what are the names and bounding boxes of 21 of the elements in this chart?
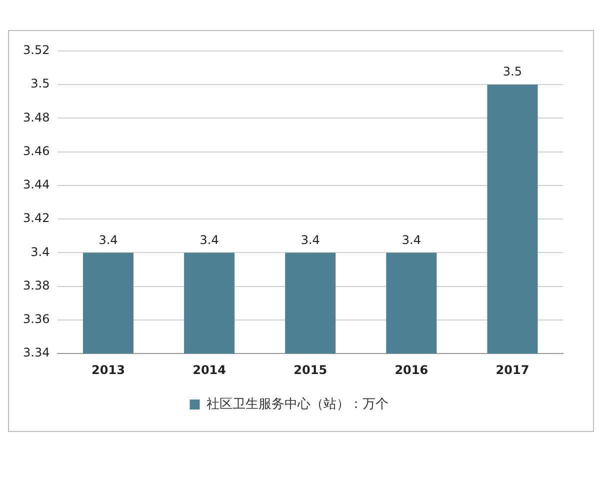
x-tick-label: 2013 [92, 362, 125, 377]
legend-label: 社区卫生服务中心（站）：万个 [206, 396, 388, 412]
data-label: 3.5 [502, 64, 522, 79]
y-tick-label: 3.46 [23, 144, 50, 158]
x-tick-label: 2014 [192, 362, 226, 377]
y-tick-label: 3.44 [23, 178, 50, 192]
y-tick-label: 3.38 [23, 278, 50, 292]
y-tick-label: 3.36 [23, 312, 50, 326]
y-tick-label: 3.48 [23, 110, 50, 124]
x-tick-label: 2015 [294, 362, 328, 377]
data-label: 3.4 [98, 232, 118, 247]
data-label: 3.4 [402, 232, 421, 247]
x-tick-label: 2016 [394, 362, 428, 377]
x-tick-label: 2017 [496, 362, 530, 377]
y-tick-label: 3.5 [30, 76, 50, 91]
y-tick-label: 3.52 [23, 43, 50, 58]
y-tick-label: 3.34 [23, 346, 50, 360]
y-tick-label: 3.4 [30, 244, 50, 259]
data-label: 3.4 [200, 232, 219, 247]
data-label: 3.4 [300, 232, 320, 247]
y-tick-label: 3.42 [23, 211, 50, 226]
